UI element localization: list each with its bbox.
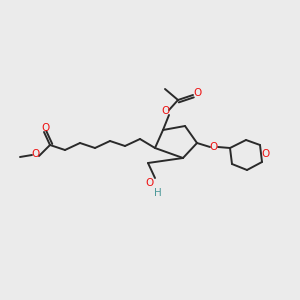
Text: O: O bbox=[32, 149, 40, 159]
Text: O: O bbox=[162, 106, 170, 116]
Text: O: O bbox=[42, 123, 50, 133]
Text: O: O bbox=[261, 149, 269, 159]
Text: H: H bbox=[154, 188, 162, 198]
Text: O: O bbox=[210, 142, 218, 152]
Text: O: O bbox=[145, 178, 153, 188]
Text: O: O bbox=[193, 88, 201, 98]
